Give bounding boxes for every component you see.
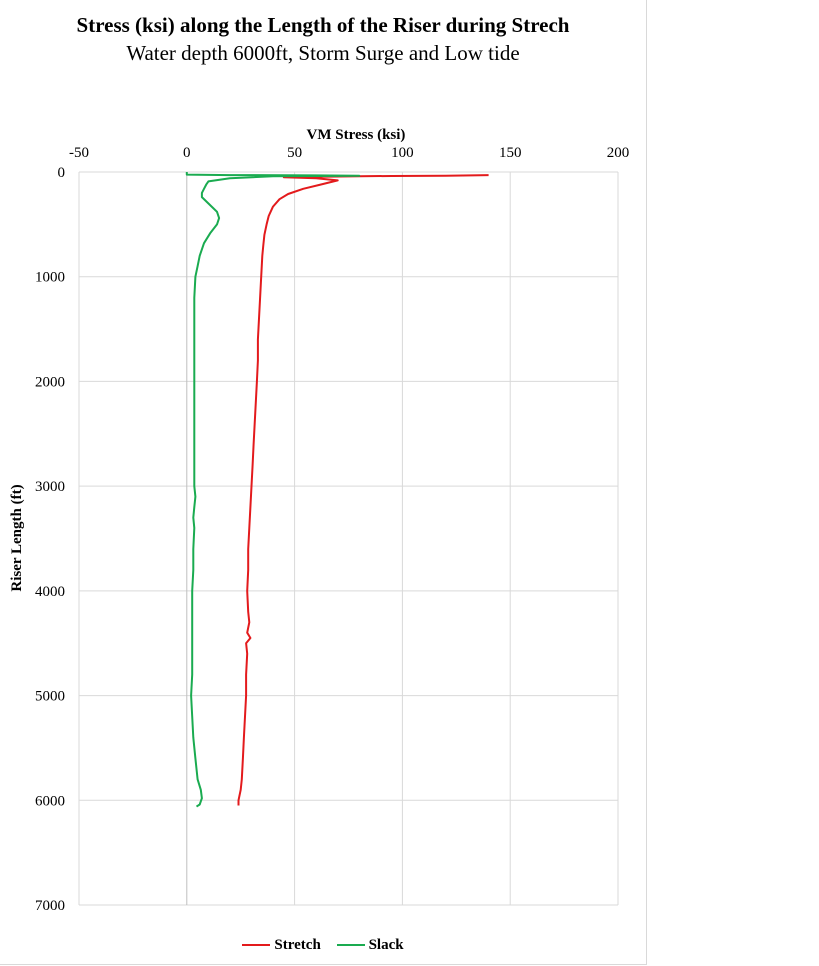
legend-label-stretch: Stretch [274,936,321,953]
chart-title: Stress (ksi) along the Length of the Ris… [76,13,570,37]
chart-title-block: Stress (ksi) along the Length of the Ris… [0,12,646,66]
chart-subtitle: Water depth 6000ft, Storm Surge and Low … [126,41,520,65]
x-tick-label: 0 [183,145,191,161]
chart-area: Stress (ksi) along the Length of the Ris… [0,0,647,965]
x-tick-label: 150 [499,145,522,161]
plot-svg: VM Stress (ksi) Riser Length (ft) 010002… [9,127,629,914]
legend-swatch-stretch [242,944,271,946]
legend-item-slack: Slack [336,936,404,954]
x-tick-label: 50 [287,145,302,161]
legend-swatch-slack [336,944,365,946]
y-tick-label: 5000 [35,689,65,705]
x-tick-label: -50 [69,145,89,161]
y-tick-label: 3000 [35,479,65,495]
y-tick-label: 2000 [35,374,65,390]
y-tick-label: 0 [58,165,66,181]
y-tick-label: 1000 [35,270,65,286]
x-tick-label: 200 [607,145,630,161]
series-layer [185,172,489,808]
y-tick-label: 7000 [35,898,65,914]
series-line-stretch [237,174,489,806]
y-tick-label: 6000 [35,793,65,809]
legend: Stretch Slack [0,934,646,954]
grid-layer [78,171,619,906]
x-tick-label: 100 [391,145,414,161]
y-axis-title: Riser Length (ft) [9,484,25,591]
legend-item-stretch: Stretch [242,936,321,954]
x-axis-title: VM Stress (ksi) [307,127,406,143]
legend-label-slack: Slack [368,936,404,953]
y-tick-label: 4000 [35,584,65,600]
series-line-slack [185,172,361,808]
